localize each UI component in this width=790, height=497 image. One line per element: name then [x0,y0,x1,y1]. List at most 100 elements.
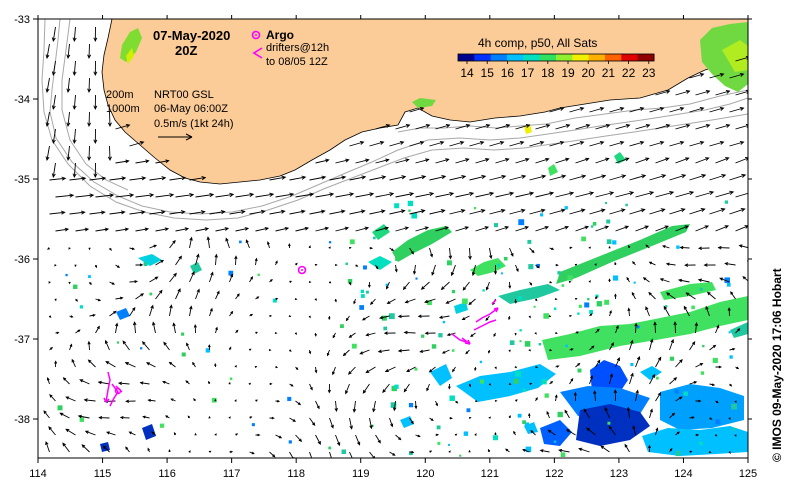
current-arrow [649,208,666,215]
current-arrow [348,246,352,250]
colorbar-segment [556,54,573,61]
current-arrow [595,328,600,334]
current-arrow [675,225,690,232]
current-arrow [735,328,741,334]
current-arrow [689,450,693,453]
current-arrow [475,399,478,403]
sst-speckle [463,431,469,436]
current-arrow [729,207,746,215]
current-arrow [575,225,590,232]
current-arrow [206,236,211,249]
sst-speckle [341,449,347,454]
sst-speckle [149,292,153,296]
current-arrow [448,450,451,453]
current-arrow [649,408,653,419]
current-arrow [122,340,130,351]
current-arrow [756,332,759,334]
sst-patch [392,226,452,262]
current-arrow [755,400,756,402]
current-arrow [129,210,146,215]
sst-speckle [462,298,468,305]
current-arrow [194,432,197,436]
current-arrow [195,253,200,266]
current-arrow [509,140,525,147]
sst-speckle [565,344,568,348]
current-arrow [89,176,107,181]
current-arrow [449,140,465,147]
sst-speckle [589,310,594,314]
current-arrow [475,191,495,198]
current-arrow [695,433,700,437]
current-arrow [455,191,475,198]
current-arrow [308,245,311,249]
current-arrow [627,307,631,317]
x-tick-label: 116 [158,468,176,480]
current-arrow [155,193,175,198]
current-arrow [528,315,531,319]
current-arrow [375,123,391,130]
sst-patch [660,282,716,300]
current-arrow [569,348,574,351]
current-arrow [438,315,450,319]
sst-speckle [451,349,455,352]
current-arrow [689,208,706,215]
current-arrow [749,384,750,386]
sst-speckle [451,289,456,294]
current-arrow [689,174,707,181]
current-arrow [415,191,435,198]
sst-speckle [414,367,418,371]
current-arrow [634,322,638,334]
current-arrow [574,263,578,267]
sst-speckle [524,341,531,347]
current-arrow [129,140,145,147]
x-tick-label: 119 [352,468,370,480]
current-arrow [97,380,110,385]
current-arrow [695,89,711,96]
sst-speckle [712,357,718,364]
current-arrow [402,281,410,291]
current-arrow [334,298,337,303]
sst-speckle [561,284,565,287]
current-arrow [535,298,538,302]
current-arrow [83,398,96,402]
current-arrow [715,157,730,164]
sst-speckle [564,206,568,210]
current-arrow [392,400,397,412]
current-arrow [124,362,136,368]
current-arrow [629,174,647,181]
sst-speckle [674,389,679,394]
sst-speckle [590,225,594,228]
current-arrow [208,450,212,453]
colorbar-segment [637,54,655,61]
current-arrow [372,400,376,413]
current-arrow [449,174,467,181]
current-arrow [349,175,367,181]
current-arrow [715,89,731,96]
current-arrow [508,281,512,289]
current-arrow [589,375,594,385]
current-arrow [575,157,590,164]
current-arrow [470,332,476,337]
sst-speckle [362,265,367,270]
colorbar-tick-label: 23 [642,66,656,80]
sst-speckle [608,327,614,333]
current-arrow [615,325,619,334]
current-arrow [369,246,374,250]
current-arrow [488,416,492,419]
sst-speckle [415,277,418,280]
current-arrow [487,448,491,453]
current-arrow [95,193,115,198]
sst-speckle [349,239,355,245]
current-arrow [729,72,745,79]
sst-speckle [729,355,733,359]
current-arrow [375,192,395,198]
current-arrow [135,263,144,267]
current-arrow [555,331,558,335]
current-arrow [314,298,318,301]
colorbar-segment [605,54,622,61]
current-arrow [409,247,414,255]
sst-speckle [525,446,532,453]
drifter-legend-line2: to 08/05 12Z [266,56,328,68]
current-arrow [648,261,656,266]
current-arrow [469,208,486,215]
